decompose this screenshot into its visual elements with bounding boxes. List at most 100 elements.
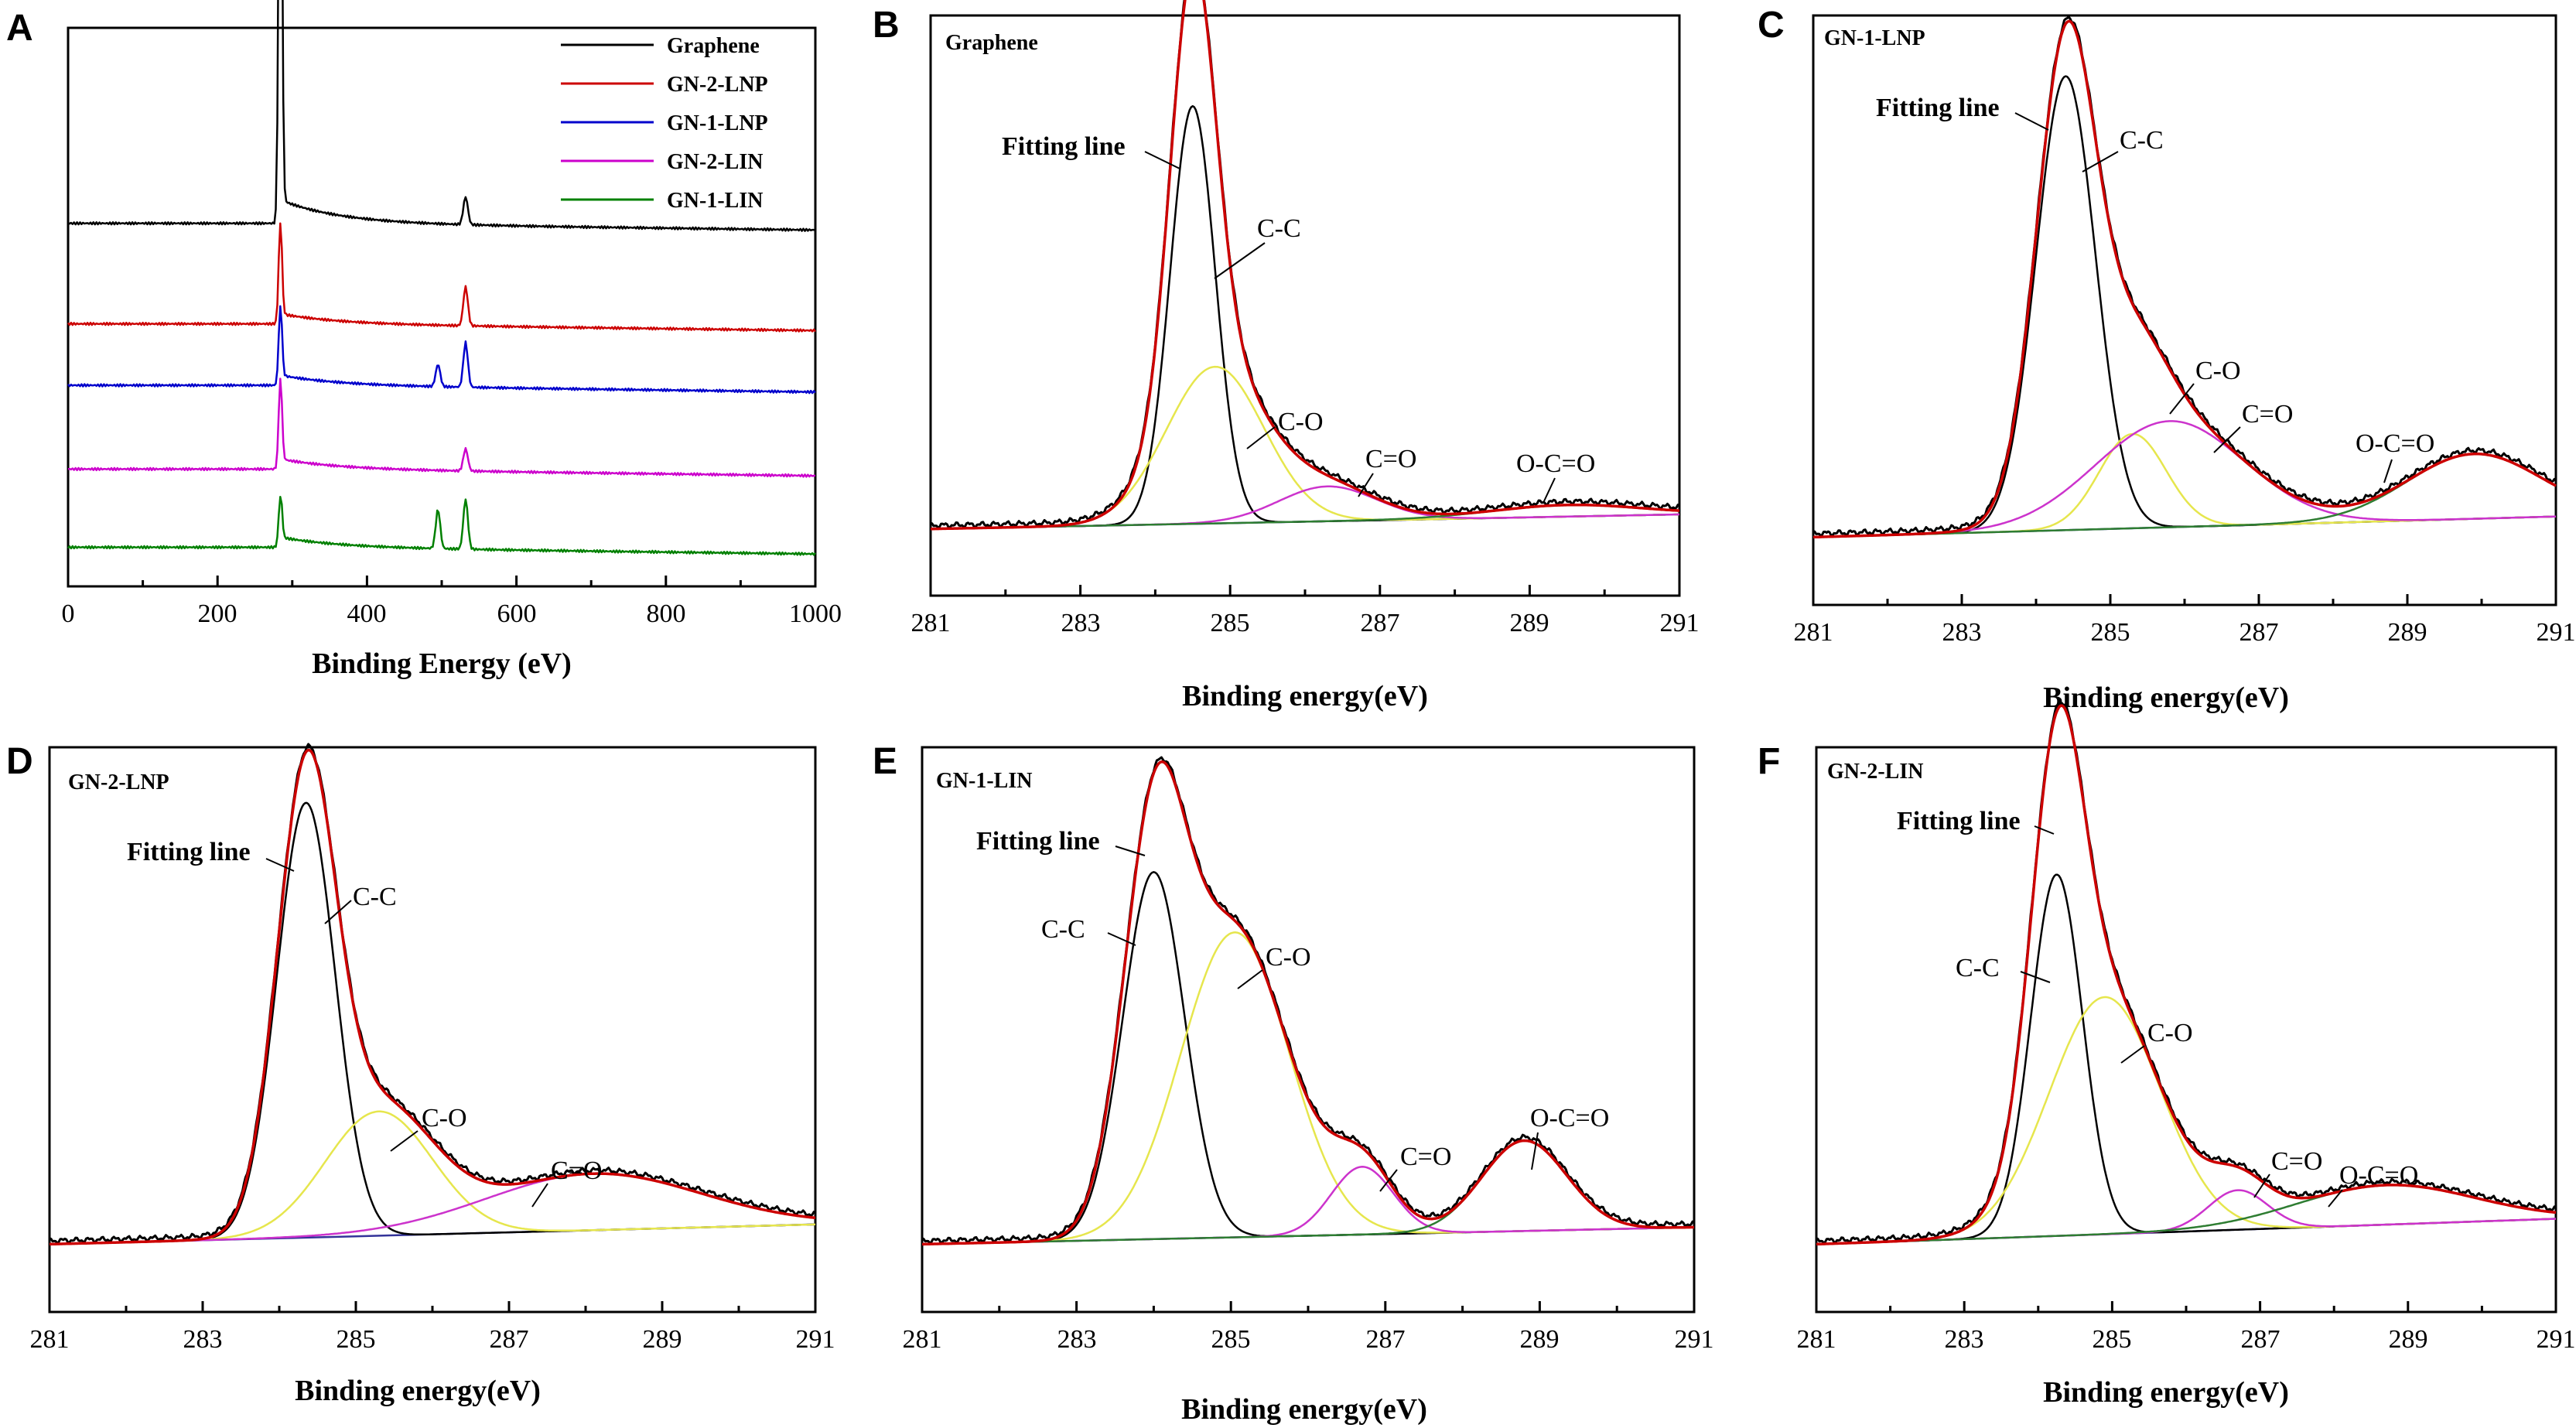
panel-e-fitting-line (922, 760, 1694, 1246)
panel-label-e: E (873, 741, 897, 782)
panel-c-component-c-c (1812, 75, 2557, 538)
panel-e-xlabel: Binding energy(eV) (1181, 1393, 1427, 1426)
panel-b-ann-c-o: C-O (1278, 408, 1324, 436)
panel-a-tick-800: 800 (647, 600, 686, 628)
panel-b-tick-281: 281 (911, 609, 951, 637)
legend-label-gn-1-lin: GN-1-LIN (667, 189, 763, 213)
panel-f-ann-c-o: C-O (2147, 1019, 2193, 1047)
panel-f-arrow-co (2120, 1045, 2145, 1064)
panel-f: GN-2-LIN 281 283 285 287 289 291 Binding… (1797, 702, 2576, 1409)
panel-e-component-o-c-eq-o (922, 1139, 1694, 1245)
panel-c: GN-1-LNP 281 283 285 287 289 291 Binding… (1794, 14, 2576, 714)
legend-label-graphene: Graphene (667, 34, 760, 58)
panel-b-tick-285: 285 (1211, 609, 1250, 637)
panel-label-f: F (1758, 741, 1780, 782)
panel-e-ann-c-eq-o: C=O (1400, 1143, 1451, 1171)
panel-f-ann-o-c-eq-o: O-C=O (2339, 1161, 2418, 1190)
panel-b-tick-291: 291 (1660, 609, 1700, 637)
panel-e-arrow-ceqo (1379, 1169, 1398, 1192)
panel-b-ann-o-c-eq-o: O-C=O (1516, 449, 1595, 478)
panel-b-frame (929, 14, 1681, 597)
panel-f-tick-291: 291 (2537, 1325, 2576, 1354)
panel-f-tick-287: 287 (2241, 1325, 2280, 1354)
panel-c-xlabel: Binding energy(eV) (2043, 682, 2289, 714)
panel-c-component-c-eq-o (1812, 420, 2557, 538)
panel-d-arrow-fit (265, 858, 295, 872)
panel-a-series-gn-1-lin (67, 496, 817, 556)
panel-d-series (49, 743, 816, 1246)
panel-b-raw-spectrum (930, 0, 1680, 529)
panel-d-ann-c-c: C-C (353, 883, 397, 911)
panel-f-series (1816, 702, 2557, 1246)
legend-label-gn-1-lnp: GN-1-LNP (667, 111, 768, 135)
panel-f-tick-283: 283 (1945, 1325, 1984, 1354)
panel-d-ann-fitting-line: Fitting line (127, 838, 251, 866)
panel-e-tick-291: 291 (1675, 1325, 1714, 1354)
panel-b-series (930, 0, 1680, 531)
panel-a-series-gn-2-lin (68, 377, 816, 478)
panel-e-tick-287: 287 (1366, 1325, 1406, 1354)
panel-e-arrow-cc (1107, 932, 1136, 946)
panel-b-fitting-line (931, 0, 1680, 531)
panel-d-tick-287: 287 (490, 1325, 529, 1354)
panel-d-raw-spectrum (49, 743, 816, 1245)
panel-e-arrow-fit (1115, 846, 1146, 856)
panel-d-component-c-c (49, 801, 815, 1245)
panel-b-arrow-ocoo (1543, 477, 1556, 504)
panel-b-tick-283: 283 (1061, 609, 1101, 637)
panel-d-xlabel: Binding energy(eV) (295, 1375, 541, 1407)
panel-d-fitting-line (49, 748, 816, 1246)
panel-d-tick-289: 289 (643, 1325, 682, 1354)
panel-a-tick-400: 400 (347, 600, 387, 628)
panel-a-ticks (67, 576, 817, 586)
panel-b-ticks (929, 585, 1681, 596)
panel-c-arrow-fit (2014, 112, 2049, 131)
panel-f-arrow-fit (2034, 825, 2055, 835)
panel-b-ann-c-eq-o: C=O (1365, 445, 1416, 473)
panel-c-tick-287: 287 (2239, 618, 2279, 647)
panel-a-legend: Graphene GN-2-LNP GN-1-LNP GN-2-LIN GN-1… (561, 34, 768, 213)
panel-c-tick-291: 291 (2537, 618, 2576, 647)
panel-d-tick-285: 285 (337, 1325, 376, 1354)
panel-label-d: D (6, 741, 33, 782)
panel-b: Graphene 281 283 285 287 289 291 Binding… (911, 0, 1700, 712)
panel-a-series-graphene (67, 0, 816, 232)
panel-e-ticks (921, 1301, 1696, 1312)
panel-b-tick-287: 287 (1361, 609, 1400, 637)
panel-e-component-c-o (922, 931, 1694, 1245)
panel-f-tick-281: 281 (1797, 1325, 1836, 1354)
panel-d-arrow-cc (324, 900, 352, 924)
panel-f-tick-285: 285 (2093, 1325, 2132, 1354)
legend-label-gn-2-lnp: GN-2-LNP (667, 73, 768, 97)
panel-e-tick-281: 281 (903, 1325, 942, 1354)
panel-d-ann-c-o: C-O (422, 1104, 467, 1132)
panel-c-arrow-ceqo (2213, 426, 2241, 453)
panel-b-arrow-ceqo (1358, 473, 1374, 497)
panel-c-ann-c-c: C-C (2120, 126, 2164, 155)
panel-f-arrow-ceqo (2253, 1173, 2270, 1198)
panel-a: 0 200 400 600 800 1000 Binding Energy (e… (62, 0, 842, 680)
panel-b-arrow-cc (1214, 242, 1266, 279)
panel-e-arrow-co (1237, 969, 1263, 989)
panel-a-series-gn-2-lnp (67, 222, 817, 333)
panel-c-series (1812, 15, 2557, 539)
panel-f-ticks (1815, 1301, 2557, 1312)
panel-c-tick-289: 289 (2388, 618, 2427, 647)
panel-e-series (921, 756, 1695, 1246)
panel-d-ticks (48, 1301, 817, 1312)
panel-a-series (67, 0, 817, 556)
panel-c-tick-281: 281 (1794, 618, 1833, 647)
panel-d-arrow-ceqo (531, 1183, 548, 1208)
panel-label-b: B (873, 5, 900, 46)
panel-label-c: C (1758, 5, 1785, 46)
panel-b-ann-c-c: C-C (1257, 214, 1301, 243)
panel-f-xlabel: Binding energy(eV) (2043, 1376, 2289, 1409)
panel-f-raw-spectrum (1816, 702, 2557, 1245)
panel-e-ann-o-c-eq-o: O-C=O (1530, 1104, 1609, 1132)
panel-d-ann-c-eq-o: C=O (551, 1156, 602, 1185)
panel-f-ann-c-eq-o: C=O (2271, 1147, 2322, 1176)
panel-b-xlabel: Binding energy(eV) (1182, 680, 1428, 712)
panel-a-tick-0: 0 (62, 600, 75, 628)
panel-c-ann-fitting-line: Fitting line (1876, 94, 2000, 122)
